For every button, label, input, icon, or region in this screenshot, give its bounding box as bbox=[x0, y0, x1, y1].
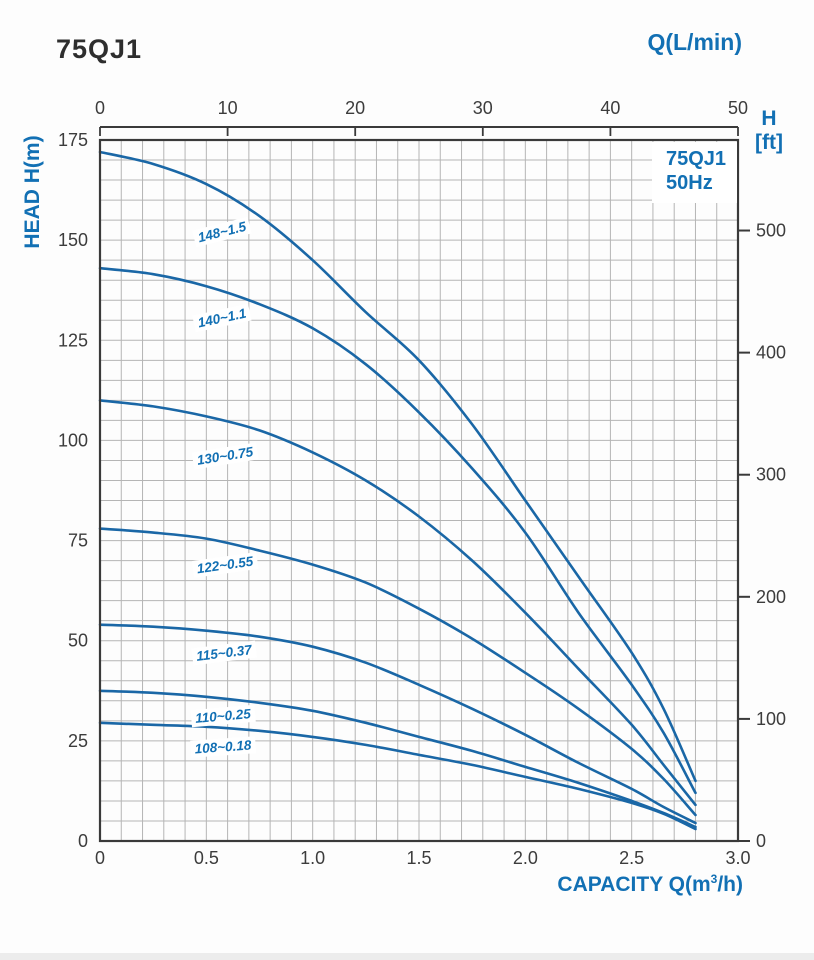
bottom-axis-tick-label: 1.0 bbox=[300, 848, 325, 868]
pump-curve-148~1.5 bbox=[98, 150, 697, 783]
left-axis-tick-label: 50 bbox=[68, 631, 88, 651]
top-axis-tick-label: 20 bbox=[345, 98, 365, 118]
top-axis-tick-label: 50 bbox=[728, 98, 748, 118]
bottom-axis-title-pre: CAPACITY Q(m bbox=[557, 873, 711, 896]
right-axis-title-line2: [ft] bbox=[755, 131, 783, 154]
bottom-axis-tick-label: 2.0 bbox=[513, 848, 538, 868]
right-axis-tick-label: 0 bbox=[756, 831, 766, 851]
left-axis-tick-label: 0 bbox=[78, 831, 88, 851]
bottom-axis-title-sup: 3 bbox=[710, 872, 718, 886]
left-axis-tick-label: 175 bbox=[58, 130, 88, 150]
left-axis-tick-label: 75 bbox=[68, 531, 88, 551]
top-axis-tick-label: 30 bbox=[473, 98, 493, 118]
left-axis-tick-label: 100 bbox=[58, 430, 88, 450]
top-axis-tick-label: 0 bbox=[95, 98, 105, 118]
left-axis-tick-label: 150 bbox=[58, 230, 88, 250]
pump-curve-110~0.25 bbox=[98, 689, 697, 829]
grid-lines bbox=[100, 140, 738, 841]
model-label-line1: 75QJ1 bbox=[666, 148, 727, 170]
model-label-box: 75QJ1 50Hz bbox=[652, 142, 737, 203]
pump-curves bbox=[98, 150, 697, 831]
bottom-axis-tick-label: 0 bbox=[95, 848, 105, 868]
bottom-axis-title-post: /h) bbox=[717, 873, 743, 896]
right-axis-title-line1: H bbox=[761, 107, 777, 130]
left-axis-tick-label: 125 bbox=[58, 330, 88, 350]
page-bottom-strip bbox=[0, 953, 814, 960]
left-axis-tick-label: 25 bbox=[68, 731, 88, 751]
pump-curve-108~0.18 bbox=[98, 721, 697, 831]
right-axis-tick-label: 100 bbox=[756, 709, 786, 729]
bottom-axis-tick-label: 0.5 bbox=[194, 848, 219, 868]
right-axis-title: H [ft] bbox=[747, 107, 791, 155]
left-axis-title: HEAD H(m) bbox=[21, 135, 44, 249]
right-axis-tick-label: 500 bbox=[756, 221, 786, 241]
top-axis-title: Q(L/min) bbox=[647, 29, 742, 55]
bottom-axis-tick-label: 1.5 bbox=[406, 848, 431, 868]
page-title: 75QJ1 bbox=[56, 34, 143, 64]
bottom-axis-tick-label: 3.0 bbox=[725, 848, 750, 868]
pump-curve-130~0.75 bbox=[98, 399, 697, 807]
model-label-line2: 50Hz bbox=[666, 172, 713, 194]
bottom-axis-tick-label: 2.5 bbox=[619, 848, 644, 868]
right-axis-tick-label: 400 bbox=[756, 343, 786, 363]
top-axis-tick-label: 10 bbox=[218, 98, 238, 118]
top-axis-tick-label: 40 bbox=[600, 98, 620, 118]
right-axis-tick-label: 200 bbox=[756, 587, 786, 607]
bottom-axis-title: CAPACITY Q(m3/h) bbox=[557, 872, 743, 897]
plot-frame bbox=[98, 138, 740, 843]
right-axis-tick-label: 300 bbox=[756, 465, 786, 485]
pump-curve-140~1.1 bbox=[98, 266, 697, 795]
pump-curve-122~0.55 bbox=[98, 527, 697, 817]
pump-curve-115~0.37 bbox=[98, 623, 697, 825]
